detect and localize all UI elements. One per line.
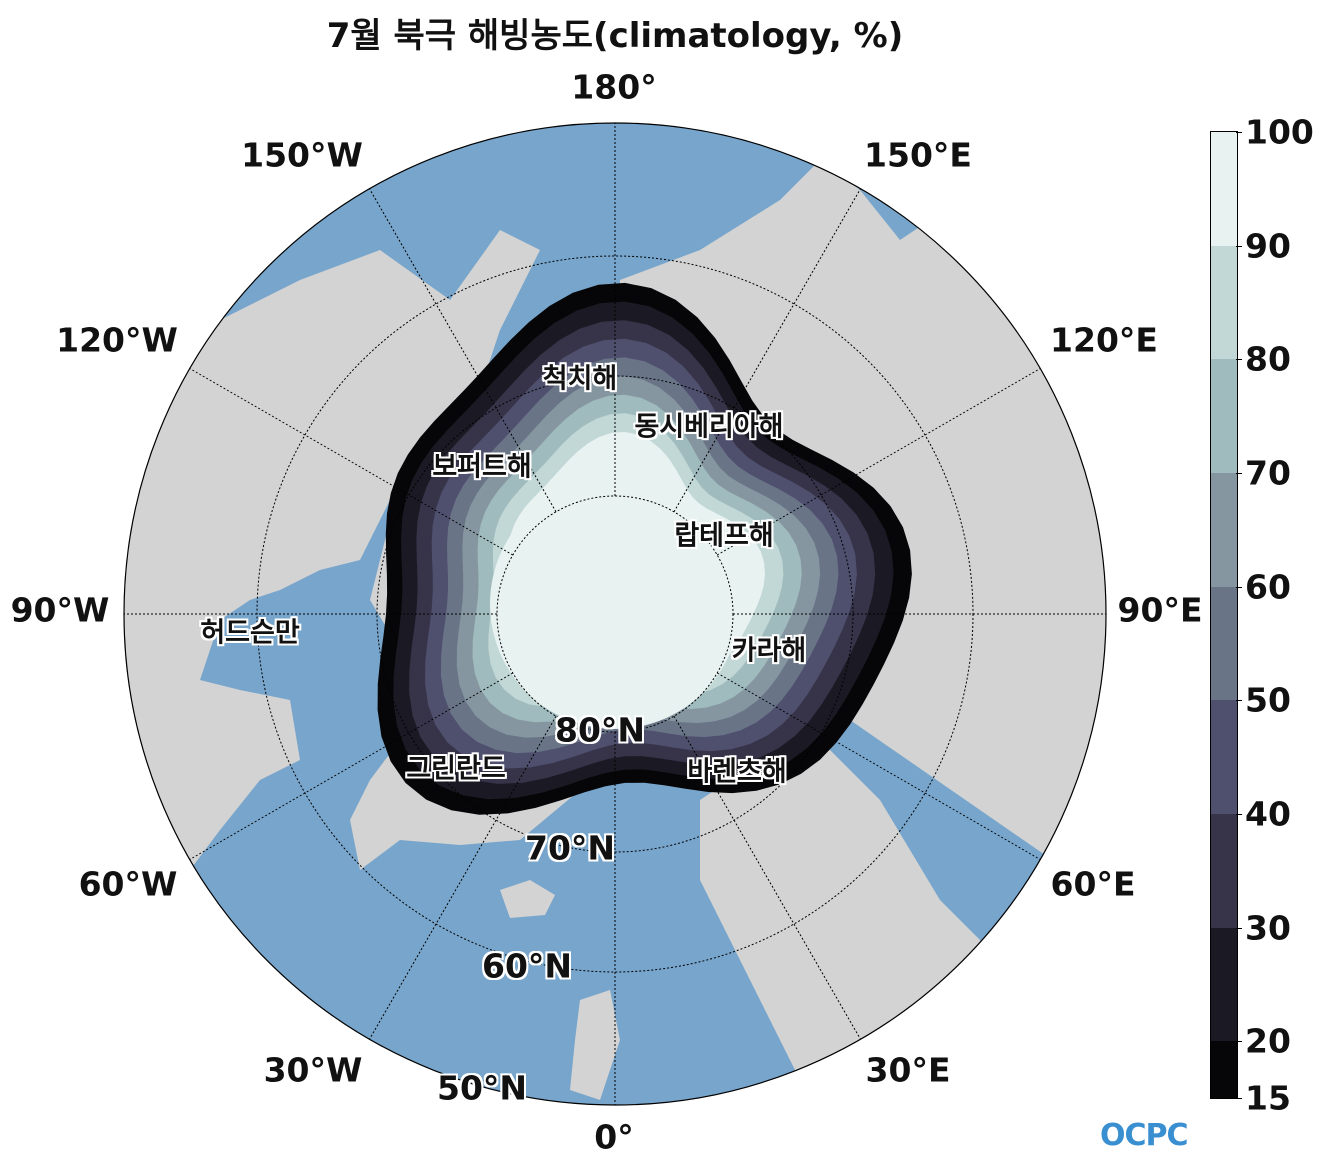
lon-label: 120°W bbox=[56, 320, 178, 360]
colorbar-segment bbox=[1211, 472, 1237, 587]
colorbar-segment bbox=[1211, 132, 1237, 246]
map-title: 7월 북극 해빙농도(climatology, %) bbox=[326, 16, 904, 56]
ocpc-logo: OCPC bbox=[1100, 1118, 1189, 1153]
region-label: 허드슨만 bbox=[200, 617, 300, 649]
lon-label: 90°W bbox=[10, 590, 110, 630]
lon-label: 0° bbox=[594, 1117, 634, 1157]
colorbar-segment bbox=[1211, 586, 1237, 701]
land-iceland bbox=[500, 880, 555, 918]
region-label: 동시베리아해 bbox=[634, 411, 784, 443]
lat-label: 60°N bbox=[481, 946, 573, 986]
colorbar-segment bbox=[1211, 700, 1237, 814]
lon-label: 30°E bbox=[865, 1050, 951, 1090]
region-label: 바렌츠해 bbox=[687, 756, 787, 788]
lon-label: 30°W bbox=[263, 1050, 363, 1090]
colorbar-tick-label: 40 bbox=[1245, 794, 1291, 834]
region-label: 카라해 bbox=[731, 635, 807, 667]
graticule bbox=[124, 123, 1106, 1105]
region-label: 보퍼트해 bbox=[432, 451, 532, 483]
colorbar-segment bbox=[1211, 813, 1237, 928]
sea-ice-contours bbox=[377, 282, 912, 815]
colorbar-tick-label: 100 bbox=[1245, 112, 1314, 152]
colorbar-tick bbox=[1236, 359, 1242, 361]
colorbar-tick-label: 90 bbox=[1245, 226, 1291, 266]
colorbar-tick-label: 80 bbox=[1245, 339, 1291, 379]
colorbar-segment bbox=[1211, 927, 1237, 1042]
region-label: 그린란드 bbox=[406, 753, 506, 785]
lat-label: 50°N bbox=[436, 1068, 528, 1108]
region-label: 랍테프해 bbox=[674, 520, 774, 552]
colorbar-tick bbox=[1236, 1098, 1242, 1099]
colorbar-tick bbox=[1236, 132, 1242, 133]
colorbar-tick bbox=[1236, 586, 1242, 588]
polar-map bbox=[123, 122, 1107, 1106]
colorbar-tick-label: 30 bbox=[1245, 908, 1291, 948]
lon-label: 180° bbox=[571, 67, 657, 107]
land-britain bbox=[570, 990, 620, 1100]
colorbar bbox=[1210, 131, 1238, 1099]
colorbar-segment bbox=[1211, 1041, 1237, 1098]
region-label: 척치해 bbox=[542, 363, 618, 395]
ice-core bbox=[490, 479, 740, 729]
lon-label: 60°E bbox=[1050, 864, 1136, 904]
colorbar-tick-label: 60 bbox=[1245, 567, 1291, 607]
lat-label: 70°N bbox=[524, 828, 616, 868]
lon-label: 120°E bbox=[1050, 320, 1158, 360]
lat-label: 80°N bbox=[554, 710, 646, 750]
colorbar-tick bbox=[1236, 813, 1242, 815]
colorbar-tick-label: 70 bbox=[1245, 453, 1291, 493]
lon-label: 90°E bbox=[1117, 590, 1203, 630]
colorbar-tick bbox=[1236, 245, 1242, 247]
lon-label: 60°W bbox=[78, 864, 178, 904]
lon-label: 150°E bbox=[864, 135, 972, 175]
colorbar-tick-label: 15 bbox=[1245, 1078, 1291, 1118]
map-boundary bbox=[123, 122, 1107, 1106]
colorbar-tick-label: 20 bbox=[1245, 1021, 1291, 1061]
colorbar-segment bbox=[1211, 245, 1237, 360]
colorbar-tick bbox=[1236, 927, 1242, 929]
colorbar-segment bbox=[1211, 359, 1237, 473]
colorbar-tick bbox=[1236, 1041, 1242, 1043]
colorbar-tick bbox=[1236, 472, 1242, 474]
colorbar-tick bbox=[1236, 700, 1242, 702]
land-north-america bbox=[124, 230, 540, 880]
colorbar-tick-label: 50 bbox=[1245, 680, 1291, 720]
lon-label: 150°W bbox=[241, 135, 363, 175]
